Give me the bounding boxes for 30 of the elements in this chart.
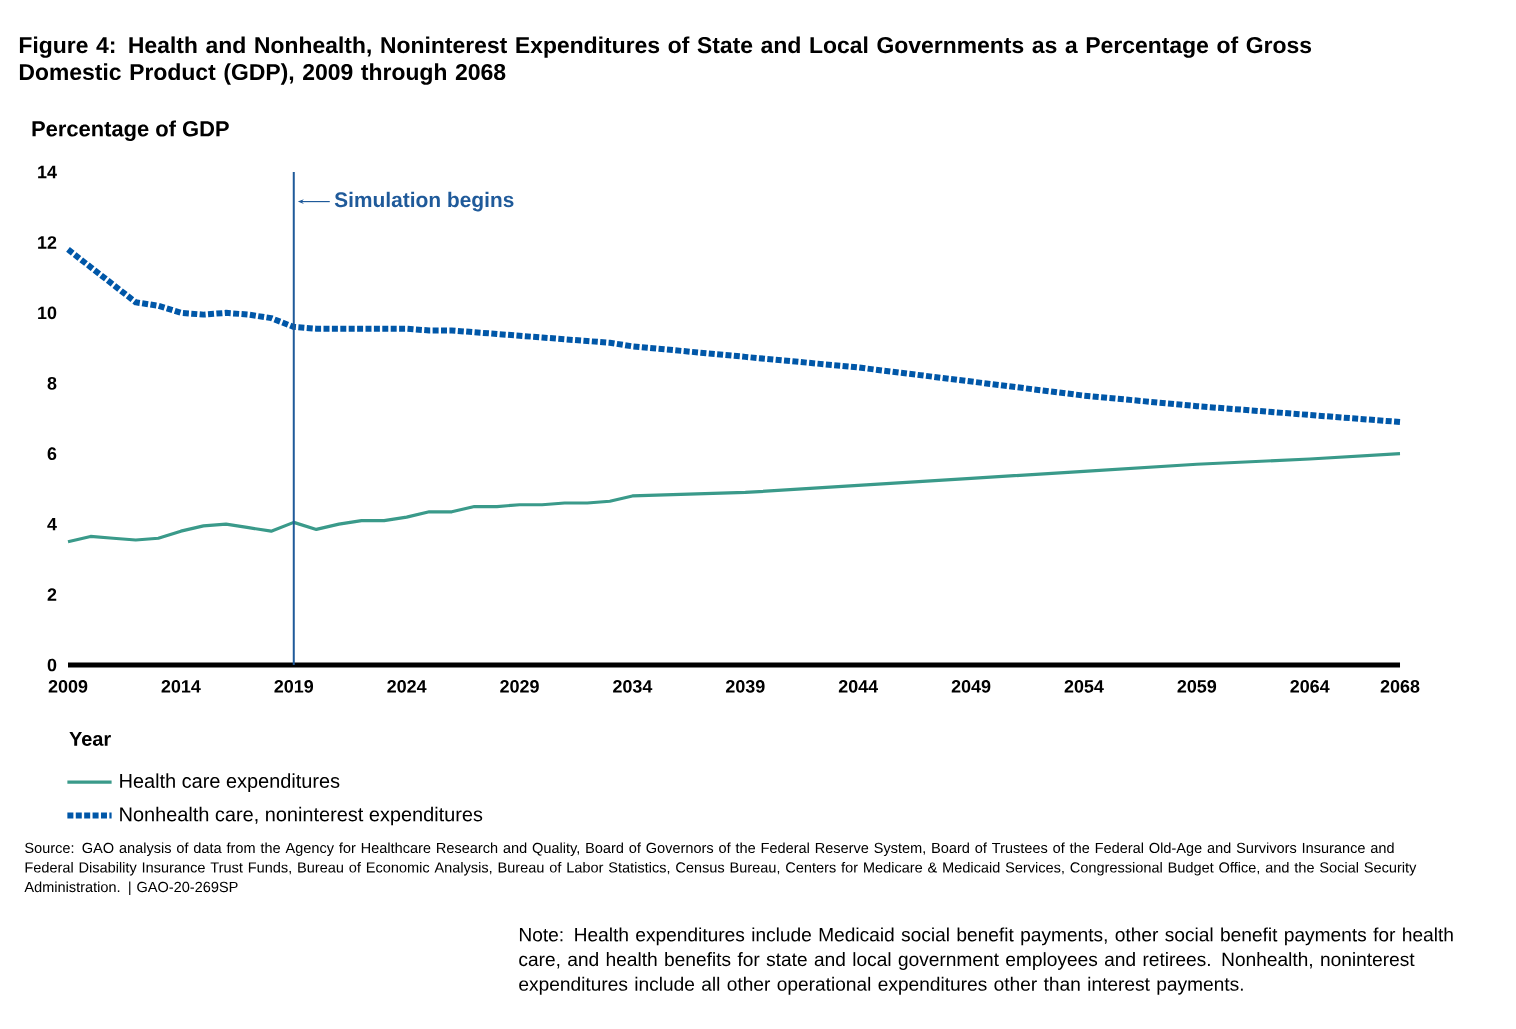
y-tick-label: 12 [38, 236, 57, 249]
legend-label: Health care expenditures [120, 773, 340, 792]
line-series [66, 452, 1402, 544]
x-tick-label: 2059 [1177, 680, 1217, 693]
x-tick-label: 2039 [725, 680, 765, 693]
y-tick-label: 14 [38, 165, 57, 179]
text: Note: Health expenditures include Medicaid social benefit payments, other social benefit payments for health care, and health benefits for state and local government employees and retirees. Nonhealth, noninterest expenditures include all other operational expenditures other than interest payments. [519, 927, 1453, 995]
x-tick-label: 2034 [613, 680, 653, 693]
x-tick-label: 2024 [387, 680, 427, 693]
x-tick-label: 2019 [274, 680, 314, 693]
y-tick-label: 6 [47, 447, 57, 461]
x-tick-label: 2009 [48, 680, 88, 693]
x-tick-label: 2054 [1064, 680, 1104, 693]
x-tick-label: 2044 [838, 680, 879, 693]
x-tick-label: 2014 [161, 680, 201, 693]
y-tick-label: 8 [47, 376, 57, 390]
x-tick-label: 2029 [500, 680, 539, 693]
source-note: Source: GAO analysis of data from the Agency for Healthcare Research and Quality, Board of Governors of the Federal Reserve System, Board of Trustees of the Federal Old-Age and Survivors Insurance and Federal Disability Insurance Trust Funds, Bureau of Economic Analysis, Bureau of Labor Statistics, Census Bureau, Centers for Medicare & Medicaid Services, Congressional Budget Office, and the Social Security Administration. | GAO-20-269SP [24, 842, 1417, 896]
x-tick-label: 2068 [1380, 680, 1420, 693]
chart-title: Figure 4: Health and Nonhealth, Noninterest Expenditures of State and Local Governments as a Percentage of Gross Domestic Product (GDP), 2009 through 2068 [19, 36, 1312, 85]
x-tick-label: 2049 [951, 680, 991, 693]
y-tick-label: 0 [47, 658, 57, 672]
ref-line-label: Simulation begins [334, 191, 514, 212]
x-tick-label: 2064 [1290, 680, 1330, 693]
y-tick-label: 10 [38, 306, 57, 320]
y-tick-label: 4 [47, 517, 57, 531]
y-axis-title: Percentage of GDP [32, 120, 229, 141]
y-tick-label: 2 [47, 588, 57, 601]
x-axis-title: Year [69, 732, 111, 746]
legend-label: Nonhealth care, noninterest expenditures [120, 806, 483, 826]
